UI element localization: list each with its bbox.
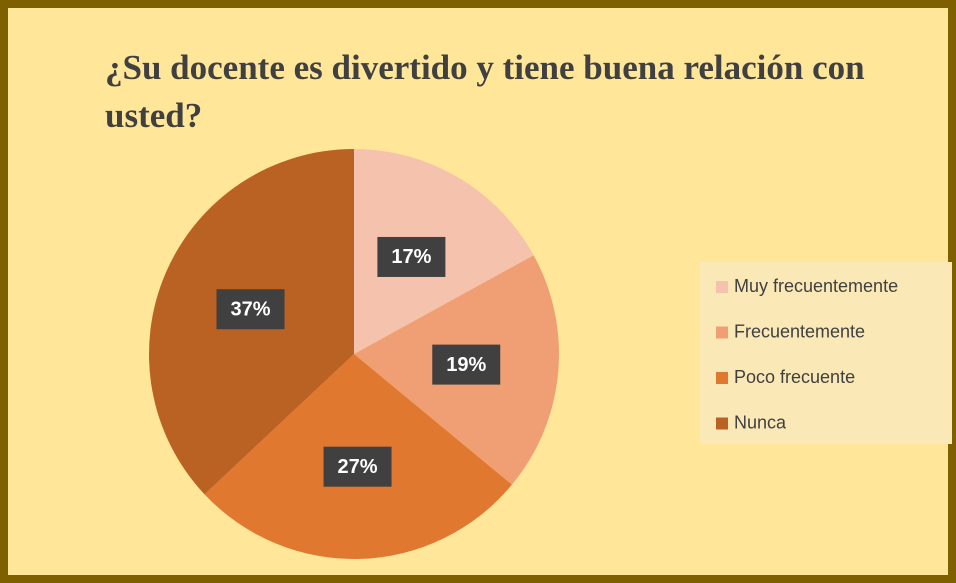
data-label-box xyxy=(323,446,392,487)
legend-label: Muy frecuentemente xyxy=(734,276,898,296)
legend-swatch xyxy=(716,326,728,339)
legend-swatch xyxy=(716,281,728,293)
data-label: 17% xyxy=(391,246,431,268)
data-label-box xyxy=(216,289,285,330)
data-label: 37% xyxy=(231,299,271,321)
legend-box xyxy=(700,262,952,444)
data-label-box xyxy=(432,344,501,385)
legend-swatch xyxy=(716,417,728,430)
legend-label: Nunca xyxy=(734,412,787,432)
data-label: 19% xyxy=(446,354,486,376)
legend-label: Frecuentemente xyxy=(734,321,865,341)
data-label: 27% xyxy=(338,456,378,478)
legend-label: Poco frecuente xyxy=(734,367,855,387)
chart-title: ¿Su docente es divertido y tiene buena r… xyxy=(105,48,865,135)
legend-swatch xyxy=(716,372,728,384)
data-label-box xyxy=(377,236,446,277)
